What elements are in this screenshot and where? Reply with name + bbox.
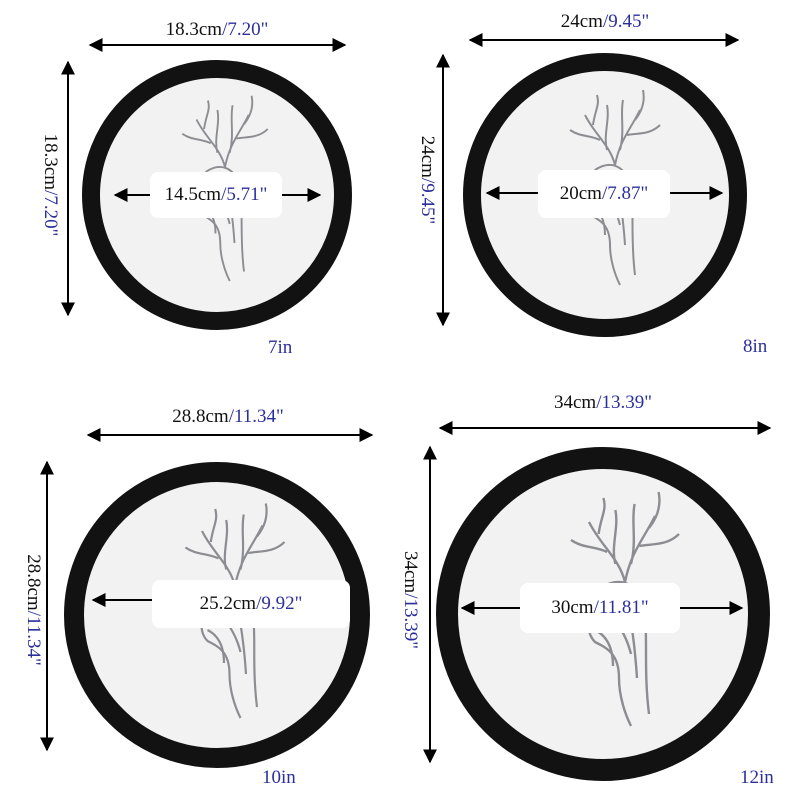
cm-value: 14.5cm bbox=[164, 184, 222, 205]
outer-width-label-7in: 18.3cm/7.20" bbox=[166, 19, 269, 41]
inch-value: /9.45" bbox=[602, 11, 650, 32]
cm-value: 28.8cm bbox=[172, 406, 229, 427]
size-label-8in: 8in bbox=[743, 336, 768, 357]
cm-value: 34cm bbox=[400, 550, 421, 594]
outer-width-label-12in: 34cm/13.39" bbox=[554, 392, 652, 414]
cm-value: 34cm bbox=[553, 392, 597, 413]
cm-value: 18.3cm bbox=[165, 19, 223, 40]
cm-value: 18.3cm bbox=[40, 133, 61, 191]
outer-height-label-10in: 28.8cm/11.34" bbox=[22, 554, 44, 666]
cm-value: 30cm bbox=[551, 597, 594, 618]
cm-value: 24cm bbox=[417, 135, 438, 178]
inch-value: /9.92" bbox=[256, 593, 303, 614]
inch-value: /13.39" bbox=[400, 593, 421, 650]
size-label-12in: 12in bbox=[740, 767, 774, 788]
cm-value: 25.2cm bbox=[199, 593, 257, 614]
cm-value: 24cm bbox=[560, 11, 603, 32]
inch-value: /9.45" bbox=[417, 177, 438, 225]
outer-height-label-7in: 18.3cm/7.20" bbox=[39, 134, 61, 237]
cm-value: 20cm bbox=[559, 183, 602, 204]
inch-value: /13.39" bbox=[596, 392, 653, 413]
cm-value: 28.8cm bbox=[23, 554, 44, 611]
inch-value: /11.34" bbox=[228, 406, 284, 427]
outer-height-label-12in: 34cm/13.39" bbox=[399, 551, 421, 649]
inner-diameter-label-10in: 25.2cm/9.92" bbox=[152, 580, 350, 628]
inner-diameter-label-8in: 20cm/7.87" bbox=[538, 170, 670, 218]
inch-value: /11.34" bbox=[23, 610, 44, 666]
inner-diameter-label-7in: 14.5cm/5.71" bbox=[150, 172, 282, 218]
inch-value: /5.71" bbox=[221, 184, 268, 205]
inch-value: /11.81" bbox=[593, 597, 649, 618]
inch-value: /7.87" bbox=[601, 183, 649, 204]
inner-diameter-label-12in: 30cm/11.81" bbox=[520, 583, 680, 633]
outer-height-label-8in: 24cm/9.45" bbox=[416, 136, 438, 225]
outer-width-label-8in: 24cm/9.45" bbox=[561, 11, 650, 33]
inch-value: /7.20" bbox=[222, 19, 269, 40]
size-label-7in: 7in bbox=[268, 337, 293, 358]
inch-value: /7.20" bbox=[40, 190, 61, 237]
outer-width-label-10in: 28.8cm/11.34" bbox=[172, 406, 284, 428]
size-label-10in: 10in bbox=[262, 767, 296, 788]
